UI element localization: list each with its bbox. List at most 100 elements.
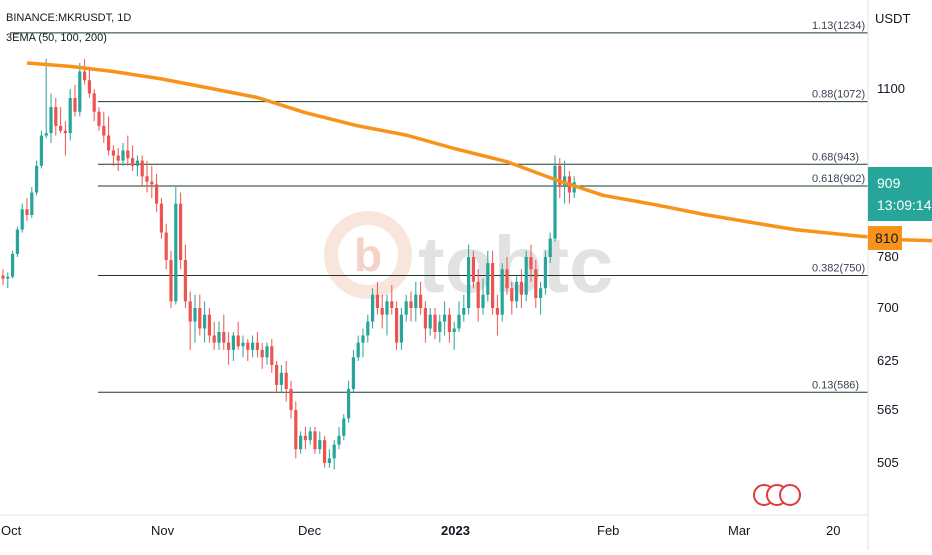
candle-body [140,160,144,177]
ema-price-badge [868,226,902,250]
candle-body [366,321,370,336]
candle-body [299,435,303,450]
candle-body [68,97,72,134]
candle [217,321,221,350]
candle [380,294,384,329]
candle-body [505,269,509,289]
candle [179,192,183,270]
candle [49,93,53,143]
candle [164,223,168,270]
candle [491,250,495,315]
y-tick-label: 1100 [877,81,905,96]
candle [30,187,34,218]
candle-body [20,209,24,230]
candle [231,331,235,361]
candle [486,250,490,302]
candle [131,145,135,172]
candle [73,84,77,117]
candle-body [275,364,279,385]
candle [471,250,475,289]
candle [135,155,139,177]
x-tick-label: Dec [298,523,322,538]
y-tick-label: 780 [877,249,899,264]
x-tick-label: Oct [1,523,22,538]
candle-body [495,308,499,315]
candle [6,272,10,289]
candle-body [39,135,43,166]
fib-label: 1.13(1234) [812,20,865,32]
candle-body [395,308,399,343]
candle-body [44,133,48,136]
candle [294,401,298,459]
candle [59,107,63,134]
candle [39,130,43,169]
ema-price-label: 810 [868,226,902,250]
candle-body [553,165,557,239]
candle [83,58,87,85]
candle-body [131,158,135,166]
candle-body [303,435,307,441]
candle [174,187,178,305]
candle [342,414,346,441]
candle [452,321,456,350]
candle [510,281,514,315]
candle [318,431,322,454]
candle [390,285,394,315]
candle [116,147,120,172]
candle-body [351,357,355,389]
tradingview-logo [753,484,801,506]
candle [351,349,355,394]
fib-label: 0.13(586) [812,379,859,391]
candle [236,321,240,350]
candle [188,291,192,350]
candle-body [318,440,322,450]
candle [222,314,226,350]
candle [279,364,283,394]
candle [11,250,15,279]
candle-body [203,314,207,329]
price-axis-title: USDT [875,11,910,26]
candle-body [54,107,58,126]
fib-levels: 1.13(1234) 0.88(1072) 0.68(943) 0.618(902) 0… [10,20,868,393]
candle-body [126,150,130,159]
candle-body [548,238,552,257]
candle [102,111,106,143]
candle-body [356,342,360,358]
candle-body [78,71,82,112]
svg-text:b: b [354,229,382,281]
candle-body [443,314,447,322]
candle [159,198,163,239]
candle [337,427,341,450]
candle-body [87,80,91,94]
y-tick-label: 505 [877,455,899,470]
candle [467,244,471,315]
candle [347,380,351,423]
candle-body [11,253,15,277]
last-price-badge [868,167,932,221]
candle [495,294,499,336]
candle-body [452,328,456,332]
x-tick-label: 20 [826,523,840,538]
candle [308,427,312,445]
candle [20,203,24,233]
candle-body [428,314,432,329]
candle-body [6,276,10,279]
candle [438,314,442,343]
candle-body [241,342,245,347]
ema-line [26,61,932,243]
candle-body [313,431,317,450]
candle-body [150,181,154,185]
candle-body [35,165,39,193]
candle [332,440,336,470]
candle [524,250,528,302]
ema-200 [26,61,932,243]
candle [399,308,403,350]
candles [1,58,576,470]
candle [150,165,154,199]
fib-label: 0.382(750) [812,262,865,274]
candle-body [534,269,538,299]
candle-body [289,388,293,410]
candle-body [323,440,327,463]
candle-body [327,458,331,463]
